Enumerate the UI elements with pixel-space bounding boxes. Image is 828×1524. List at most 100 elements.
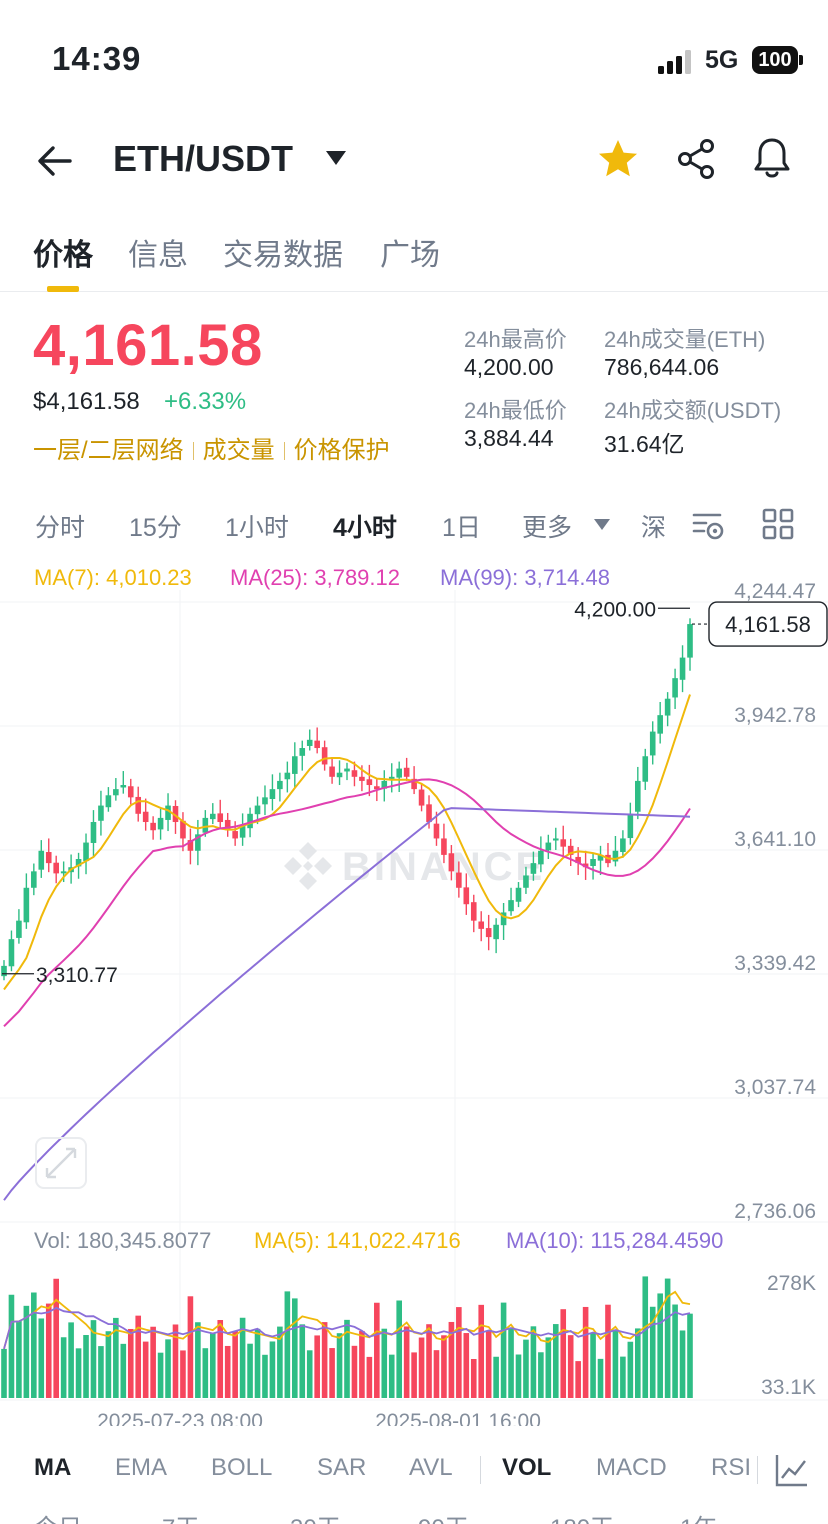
candle-body (418, 789, 425, 806)
back-arrow-icon[interactable] (36, 142, 74, 180)
candle-body (31, 871, 37, 888)
volume-bar (45, 1303, 52, 1398)
tag-volume[interactable]: 成交量 (202, 437, 275, 464)
volume-bar (150, 1326, 156, 1398)
layout-grid-icon[interactable] (762, 508, 794, 540)
ma99-line (3, 807, 691, 1201)
favorite-star-icon[interactable] (597, 138, 639, 180)
volume-bar (299, 1324, 306, 1398)
vol-ma10-legend: MA(10): 115,284.4590 (506, 1228, 724, 1253)
tab-trading-data[interactable]: 交易数据 (223, 239, 343, 272)
candle-body (262, 797, 268, 805)
volume-bar (635, 1328, 641, 1398)
volume-bar (552, 1324, 559, 1398)
interval-1d[interactable]: 1日 (442, 514, 481, 542)
volume-bar (672, 1304, 678, 1398)
bell-icon[interactable] (752, 136, 792, 180)
candle-body (396, 768, 402, 778)
period-7d[interactable]: 7天 (162, 1508, 199, 1524)
volume-bar (627, 1341, 634, 1398)
candle-body (552, 838, 559, 841)
change-percent: +6.33% (164, 388, 247, 415)
interval-depth[interactable]: 深 (641, 514, 667, 542)
stat-low-label: 24h最低价 (464, 398, 567, 423)
volume-bar (538, 1352, 544, 1398)
period-30d[interactable]: 30天 (290, 1508, 341, 1524)
chart-compare-icon[interactable] (774, 1452, 810, 1488)
candle-body (209, 813, 216, 820)
indicator-avl[interactable]: AVL (409, 1454, 453, 1481)
volume-bar (157, 1352, 164, 1398)
indicator-boll[interactable]: BOLL (211, 1454, 273, 1481)
moving-averages (3, 694, 691, 1201)
stat-vol-eth-value: 786,644.06 (604, 354, 720, 380)
volume-bar (277, 1326, 283, 1398)
indicator-ema[interactable]: EMA (115, 1454, 168, 1481)
candle-body (232, 831, 238, 839)
candle-body (277, 780, 283, 790)
period-1y[interactable]: 1年 (680, 1508, 717, 1524)
caret-down-icon[interactable] (594, 519, 610, 530)
period-today[interactable]: 今日 (34, 1508, 82, 1524)
caret-down-icon[interactable] (325, 150, 347, 166)
indicator-rsi[interactable]: RSI (711, 1454, 752, 1481)
share-icon[interactable] (676, 138, 716, 180)
volume-bar (657, 1293, 663, 1398)
indicator-ma[interactable]: MA (34, 1454, 72, 1481)
volume-bar (418, 1337, 425, 1398)
tab-square[interactable]: 广场 (380, 239, 440, 272)
candle-body (60, 871, 67, 874)
volume-bar (620, 1356, 626, 1398)
candle-body (98, 805, 104, 821)
volume-bar (269, 1341, 276, 1398)
candle-body (500, 912, 507, 926)
indicator-sar[interactable]: SAR (317, 1454, 367, 1481)
vol-ma10-line (3, 1306, 691, 1350)
interval-timeline[interactable]: 分时 (35, 514, 86, 542)
battery-tip (799, 55, 803, 65)
current-price-label: 4,161.58 (725, 612, 811, 637)
indicator-settings-icon[interactable] (692, 508, 726, 542)
period-90d[interactable]: 90天 (418, 1508, 469, 1524)
interval-more[interactable]: 更多 (522, 514, 573, 542)
tag-price-protection[interactable]: 价格保护 (293, 437, 390, 464)
volume-bar (426, 1324, 432, 1398)
candle-body (195, 834, 201, 851)
interval-15m[interactable]: 15分 (129, 514, 182, 542)
candle-body (254, 805, 261, 815)
candle-body (381, 780, 388, 789)
stat-vol-usdt-value: 31.64亿 (604, 431, 685, 457)
volume-bar (478, 1304, 485, 1398)
volume-bar (98, 1346, 104, 1398)
candle-body (135, 796, 142, 814)
candlestick-chart[interactable]: BINANCE 4,244.47 3,942.78 3,641.10 3,339.42… (0, 556, 828, 1426)
volume-bar (195, 1322, 201, 1398)
indicator-divider (757, 1456, 758, 1484)
expand-chart-button[interactable] (35, 1137, 87, 1189)
volume-bar (180, 1350, 186, 1398)
indicator-vol[interactable]: VOL (502, 1454, 552, 1481)
tab-info[interactable]: 信息 (128, 239, 188, 272)
indicator-macd[interactable]: MACD (596, 1454, 667, 1481)
candle-body (45, 852, 52, 864)
chart-grid (0, 590, 828, 1401)
ma25-legend: MA(25): 3,789.12 (230, 565, 400, 590)
interval-1h[interactable]: 1小时 (225, 514, 289, 542)
tab-price[interactable]: 价格 (33, 239, 93, 272)
volume-bar (239, 1317, 246, 1398)
interval-4h[interactable]: 4小时 (333, 514, 397, 542)
candle-body (426, 804, 432, 823)
volume-bar (232, 1331, 238, 1398)
tag-layer-network[interactable]: 一层/二层网络 (33, 437, 184, 464)
volume-bar (463, 1333, 470, 1398)
volume-bar (68, 1322, 74, 1398)
volume-bar (135, 1315, 142, 1398)
tab-active-indicator (47, 286, 79, 292)
candle-body (567, 845, 574, 855)
volume-bar (284, 1291, 291, 1398)
pair-title[interactable]: ETH/USDT (113, 138, 293, 179)
volume-bar (485, 1330, 492, 1398)
candle-body (321, 747, 328, 765)
period-180d[interactable]: 180天 (550, 1508, 614, 1524)
volume-bar (1, 1348, 7, 1398)
